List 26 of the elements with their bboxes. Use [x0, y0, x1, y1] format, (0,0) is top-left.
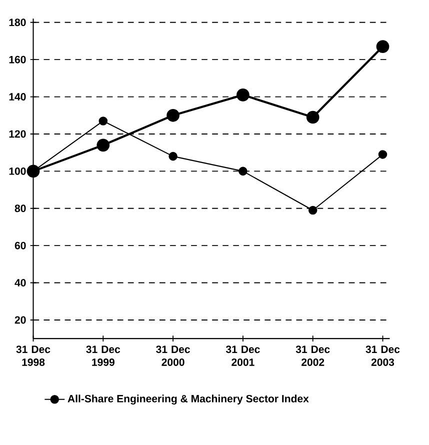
- y-tick-label: 160: [9, 56, 26, 64]
- x-tick-label: 31 Dec 2003: [366, 346, 400, 366]
- y-tick-label: 120: [9, 130, 26, 138]
- x-tick-label: 31 Dec 2000: [156, 346, 190, 366]
- point: [166, 108, 180, 122]
- y-tick-label: 40: [14, 279, 26, 287]
- y-tick-label: 100: [9, 167, 26, 175]
- y-tick-label: 20: [14, 316, 26, 324]
- point: [376, 40, 390, 54]
- y-tick-label: 60: [14, 242, 26, 250]
- y-tick-label: 180: [9, 18, 26, 26]
- point: [96, 138, 110, 152]
- x-tick-label: 31 Dec 1999: [86, 346, 120, 366]
- point: [308, 206, 318, 215]
- legend-label: All-Share Engineering & Machinery Sector Index: [68, 394, 309, 405]
- x-tick-label: 31 Dec 2001: [226, 346, 260, 366]
- point: [306, 110, 320, 124]
- point: [236, 88, 250, 102]
- point: [168, 152, 178, 161]
- y-tick-label: 140: [9, 93, 26, 101]
- y-tick-label: 80: [14, 204, 26, 212]
- x-tick-label: 31 Dec 2002: [296, 346, 330, 366]
- point: [378, 150, 388, 159]
- point: [98, 116, 108, 126]
- point: [238, 166, 248, 176]
- x-tick-label: 31 Dec 1998: [16, 346, 50, 366]
